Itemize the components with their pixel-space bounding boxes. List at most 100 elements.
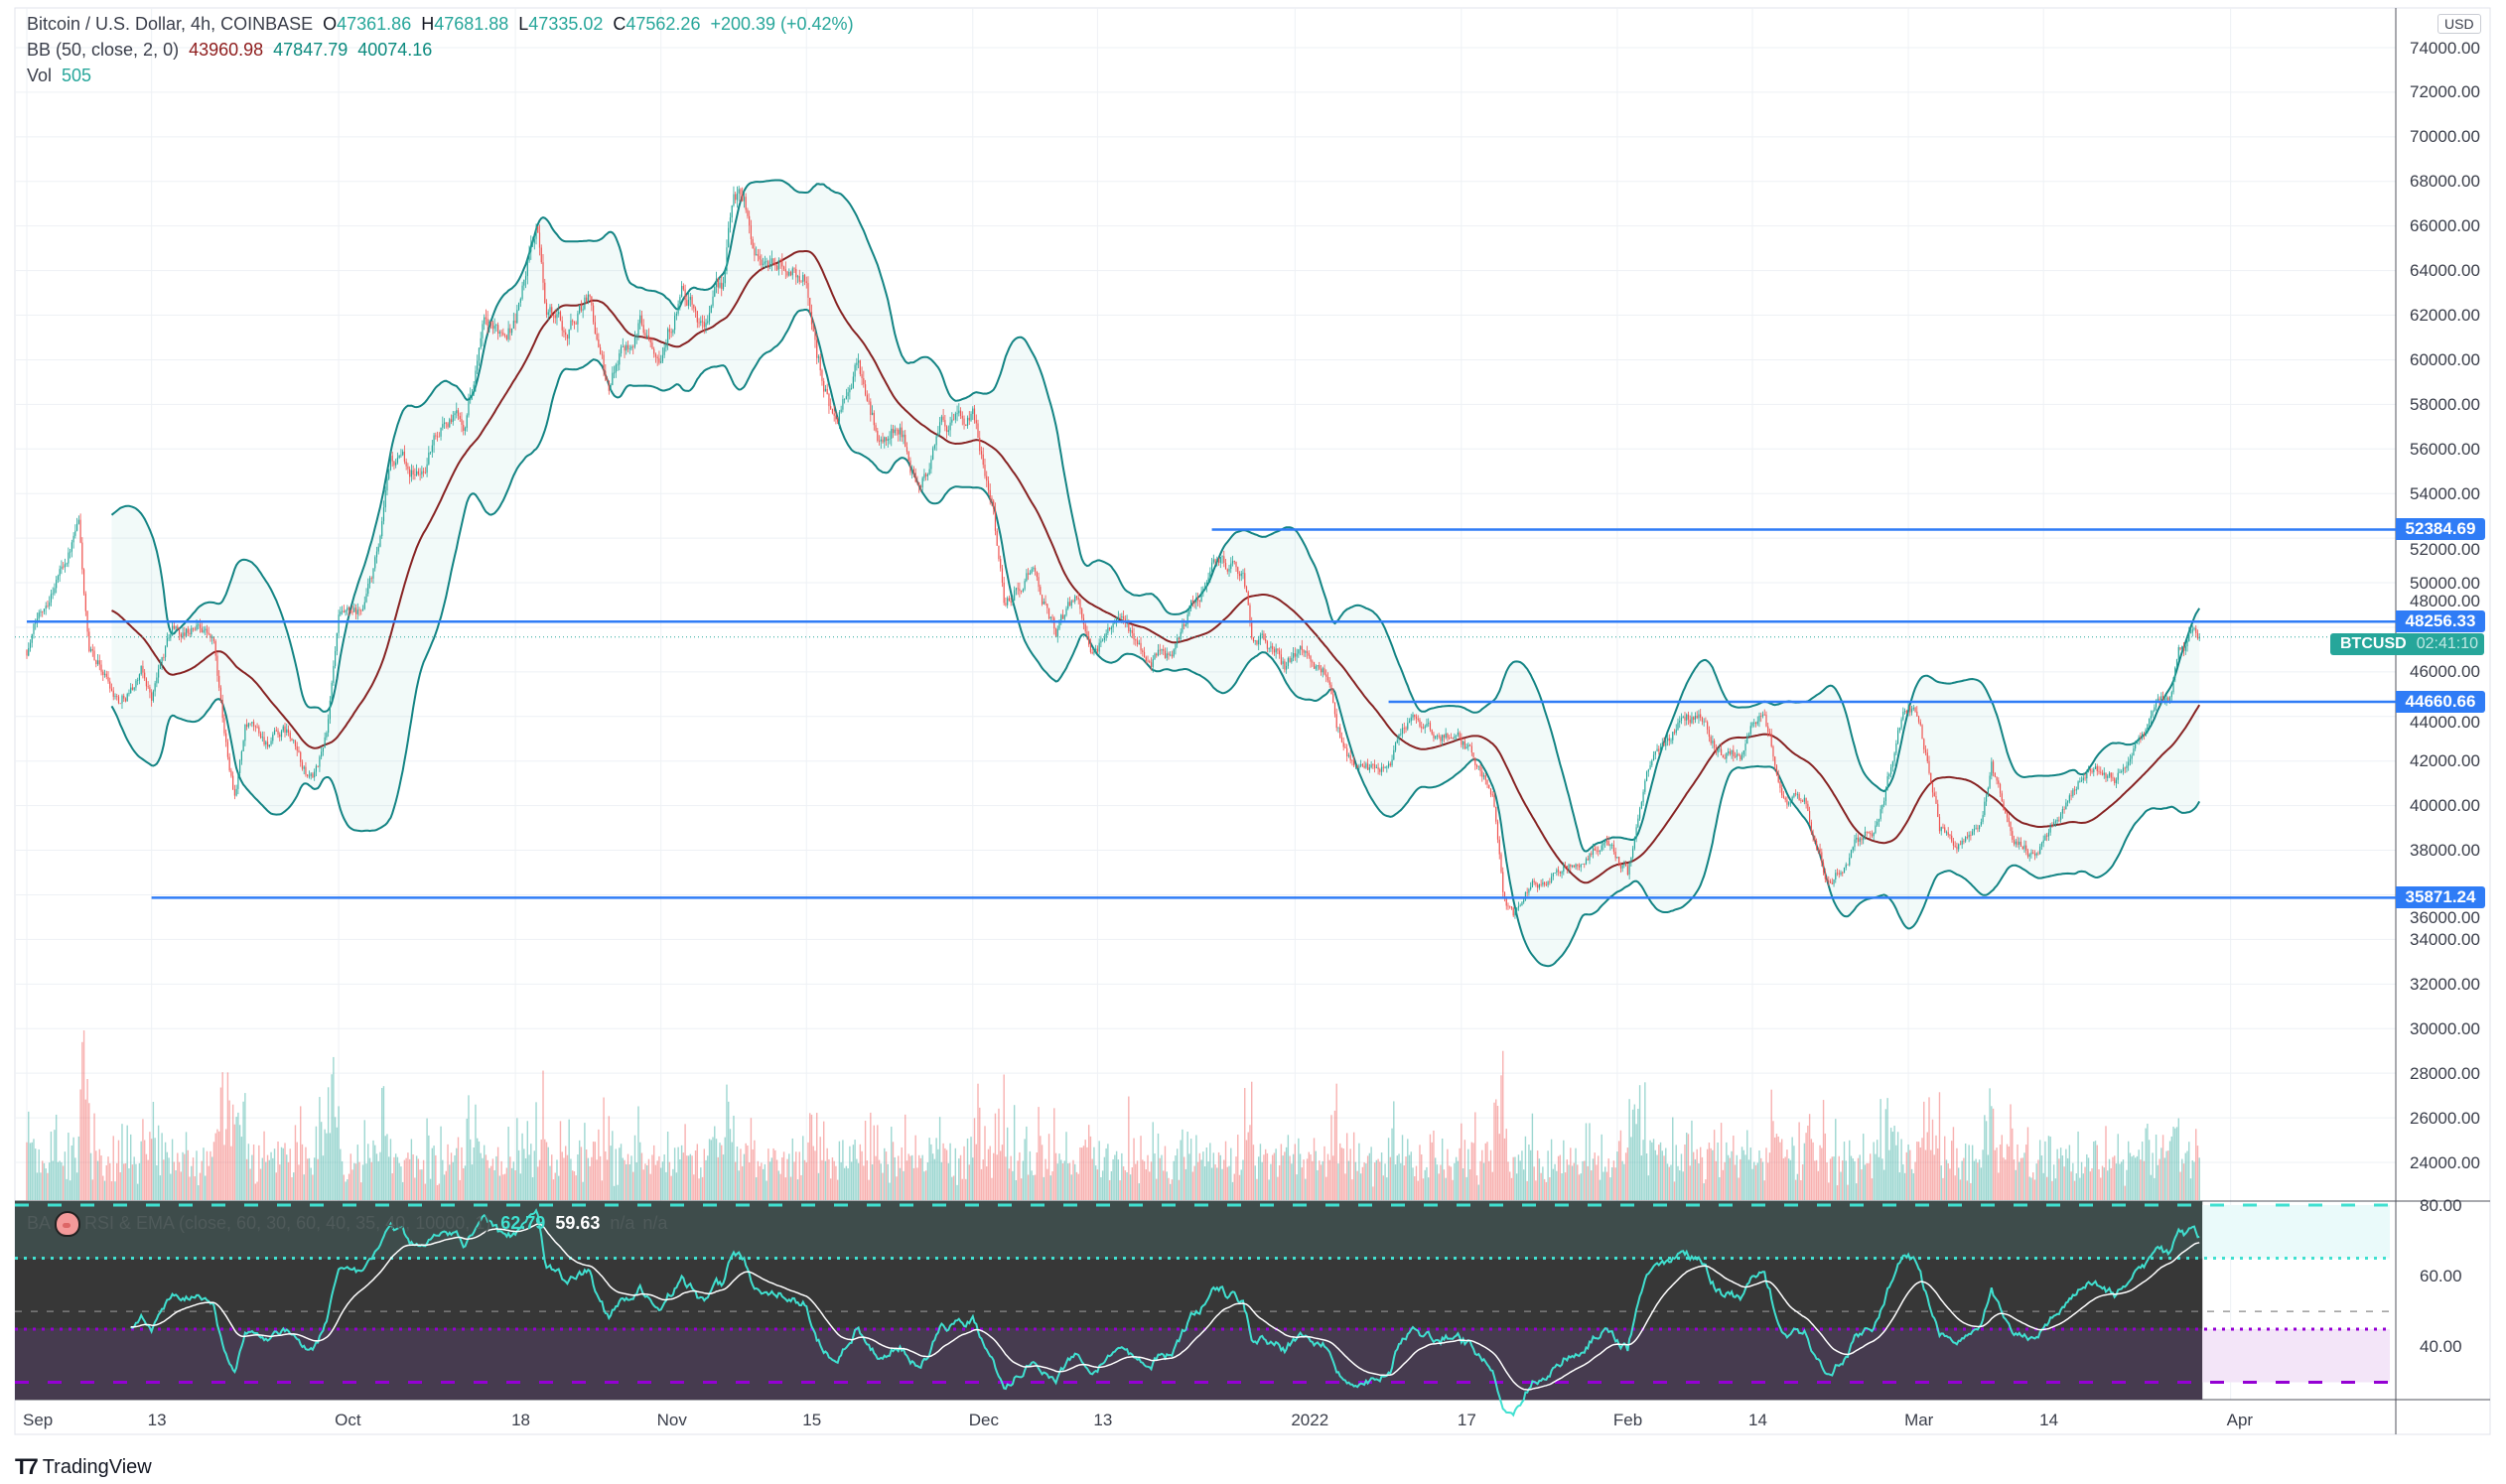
symbol-title[interactable]: Bitcoin / U.S. Dollar, 4h, COINBASE (27, 14, 314, 34)
candle-body (779, 259, 781, 261)
candle-body (796, 276, 799, 278)
volume-bar (1186, 1132, 1188, 1200)
candle-body (694, 308, 697, 312)
volume-bar (1408, 1154, 1411, 1200)
volume-bar (755, 1177, 758, 1200)
candle-body (1282, 661, 1284, 664)
volume-bar (263, 1131, 265, 1200)
volume-bar (431, 1147, 434, 1200)
candle-body (1440, 737, 1442, 742)
rsi-label[interactable]: RSI & EMA (close, 60, 30, 60, 40, 35, 40… (84, 1212, 491, 1233)
volume-bar (47, 1172, 49, 1200)
volume-bar (930, 1144, 932, 1200)
volume-bar (361, 1164, 364, 1200)
volume-bar (175, 1170, 177, 1200)
volume-bar (2140, 1159, 2142, 1200)
candle-body (1109, 627, 1111, 629)
volume-bar (1149, 1171, 1151, 1200)
candle-body (1380, 766, 1383, 772)
volume-bar (61, 1161, 63, 1200)
volume-bar (1873, 1142, 1875, 1200)
candle-body (731, 205, 733, 218)
candle-body (105, 673, 107, 677)
volume-bar (247, 1144, 250, 1200)
brand-name: TradingView (42, 1455, 152, 1478)
candle-body (336, 632, 338, 651)
candle-body (477, 360, 479, 371)
volume-bar (649, 1173, 651, 1200)
tradingview-logo[interactable]: T7 TradingView (15, 1454, 152, 1480)
volume-bar (2098, 1168, 2100, 1200)
candle-body (1074, 596, 1076, 602)
last-price-tag: BTCUSD 02:41:10 (2330, 633, 2484, 656)
bb-label[interactable]: BB (50, close, 2, 0) (27, 40, 180, 60)
volume-bar (1421, 1154, 1423, 1200)
volume-bar (937, 1148, 939, 1200)
candle-body (47, 606, 49, 607)
candle-body (863, 378, 865, 385)
candle-body (1273, 649, 1275, 653)
vol-label[interactable]: Vol (27, 66, 53, 85)
candle-body (1815, 841, 1818, 849)
volume-bar (1200, 1159, 1202, 1200)
candle-body (1575, 864, 1577, 868)
candle-body (209, 633, 211, 638)
currency-button[interactable]: USD (2437, 14, 2481, 34)
candle-body (1863, 836, 1865, 841)
candle-body (1596, 850, 1598, 852)
volume-bar (823, 1121, 825, 1200)
volume-bar (1315, 1150, 1317, 1200)
volume-bar (1164, 1146, 1167, 1200)
volume-bar (280, 1147, 283, 1200)
candle-body (50, 594, 53, 603)
candle-body (2053, 822, 2055, 826)
volume-bar (2186, 1150, 2188, 1200)
candle-body (1587, 859, 1589, 861)
candle-body (1475, 764, 1478, 767)
candle-body (152, 691, 154, 701)
candle-body (844, 398, 846, 400)
volume-bar (1617, 1141, 1620, 1200)
volume-bar (419, 1169, 421, 1200)
candle-body (2067, 801, 2069, 803)
candle-body (761, 259, 763, 265)
candle-body (579, 305, 581, 314)
volume-bar (1112, 1158, 1114, 1200)
candle-body (619, 352, 621, 365)
volume-bar (949, 1143, 951, 1200)
candle-body (1599, 850, 1601, 852)
volume-bar (1589, 1123, 1591, 1200)
volume-bar (2058, 1158, 2060, 1200)
volume-bar (495, 1155, 497, 1200)
volume-bar (64, 1151, 67, 1200)
volume-bar (189, 1176, 191, 1200)
candle-body (2140, 737, 2142, 739)
candle-body (1098, 642, 1100, 652)
volume-bar (686, 1155, 688, 1200)
volume-bar (870, 1112, 872, 1200)
volume-bar (880, 1163, 882, 1200)
candle-body (1561, 872, 1563, 874)
candle-body (817, 356, 820, 358)
candle-body (1701, 717, 1704, 722)
candle-body (184, 632, 186, 636)
candle-body (1656, 748, 1658, 751)
volume-bar (933, 1158, 936, 1200)
volume-bar (117, 1140, 120, 1200)
volume-bar (1635, 1124, 1637, 1200)
volume-bar (389, 1139, 392, 1200)
volume-bar (1726, 1142, 1728, 1200)
candle-body (1677, 722, 1679, 730)
volume-bar (1886, 1098, 1888, 1200)
volume-bar (157, 1125, 160, 1200)
candle-body (1502, 872, 1504, 892)
volume-bar (633, 1135, 636, 1200)
volume-bar (398, 1162, 400, 1200)
candle-body (1019, 589, 1021, 592)
candle-body (1623, 864, 1625, 866)
candle-body (696, 311, 698, 323)
volume-bar (1738, 1177, 1740, 1200)
volume-bar (1584, 1160, 1586, 1200)
volume-bar (767, 1148, 769, 1200)
